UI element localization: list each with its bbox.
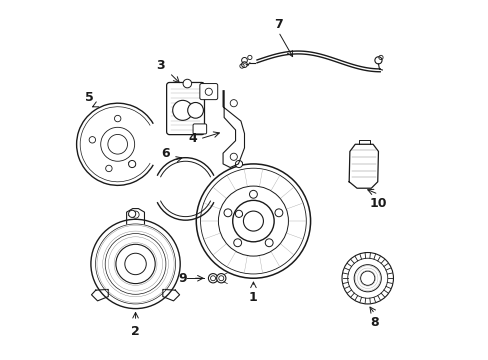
Circle shape [241,58,247,63]
Text: 6: 6 [161,147,170,160]
Text: 7: 7 [273,18,282,31]
Circle shape [205,88,212,95]
Polygon shape [163,289,179,301]
Text: 8: 8 [370,316,378,329]
Text: 3: 3 [156,59,164,72]
Circle shape [374,57,381,64]
Circle shape [216,274,225,283]
Polygon shape [91,289,108,301]
Circle shape [208,274,217,283]
FancyBboxPatch shape [193,124,206,134]
Circle shape [247,55,251,60]
Text: 2: 2 [131,325,140,338]
Circle shape [235,210,242,217]
Text: 9: 9 [179,272,187,285]
Text: 10: 10 [369,197,386,210]
Polygon shape [348,144,378,188]
Circle shape [187,103,203,118]
Circle shape [128,210,136,217]
Circle shape [230,153,237,160]
Circle shape [172,100,192,120]
Circle shape [230,100,237,107]
Circle shape [183,79,191,88]
Circle shape [128,161,136,168]
Polygon shape [223,91,244,167]
Circle shape [235,161,242,168]
Text: 5: 5 [84,91,93,104]
Text: 4: 4 [188,132,197,145]
Text: 1: 1 [248,291,257,305]
FancyBboxPatch shape [200,84,217,100]
FancyBboxPatch shape [166,82,204,135]
